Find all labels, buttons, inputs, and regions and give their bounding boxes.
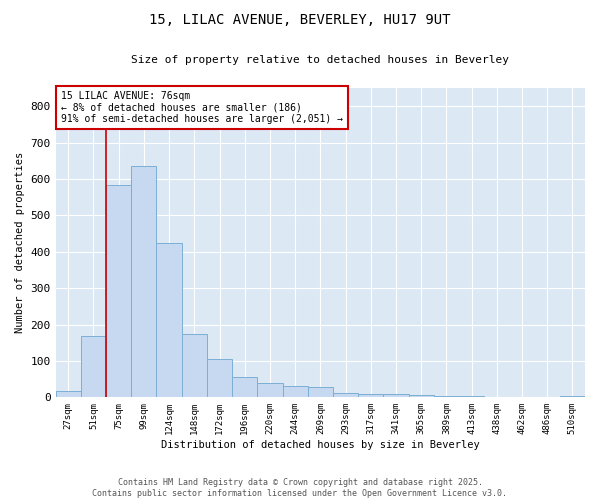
Bar — [131, 166, 157, 398]
Bar — [434, 396, 459, 398]
Text: 15, LILAC AVENUE, BEVERLEY, HU17 9UT: 15, LILAC AVENUE, BEVERLEY, HU17 9UT — [149, 12, 451, 26]
X-axis label: Distribution of detached houses by size in Beverley: Distribution of detached houses by size … — [161, 440, 480, 450]
Bar — [257, 383, 283, 398]
Bar — [207, 359, 232, 398]
Bar — [157, 242, 182, 398]
Title: Size of property relative to detached houses in Beverley: Size of property relative to detached ho… — [131, 55, 509, 65]
Bar — [459, 396, 484, 398]
Bar — [560, 396, 585, 398]
Bar — [409, 395, 434, 398]
Bar — [358, 394, 383, 398]
Bar — [308, 387, 333, 398]
Bar — [484, 396, 509, 398]
Bar — [81, 336, 106, 398]
Y-axis label: Number of detached properties: Number of detached properties — [15, 152, 25, 334]
Bar — [56, 391, 81, 398]
Text: 15 LILAC AVENUE: 76sqm
← 8% of detached houses are smaller (186)
91% of semi-det: 15 LILAC AVENUE: 76sqm ← 8% of detached … — [61, 91, 343, 124]
Bar — [232, 376, 257, 398]
Bar — [182, 334, 207, 398]
Bar — [283, 386, 308, 398]
Bar — [383, 394, 409, 398]
Bar — [106, 185, 131, 398]
Bar — [333, 392, 358, 398]
Text: Contains HM Land Registry data © Crown copyright and database right 2025.
Contai: Contains HM Land Registry data © Crown c… — [92, 478, 508, 498]
